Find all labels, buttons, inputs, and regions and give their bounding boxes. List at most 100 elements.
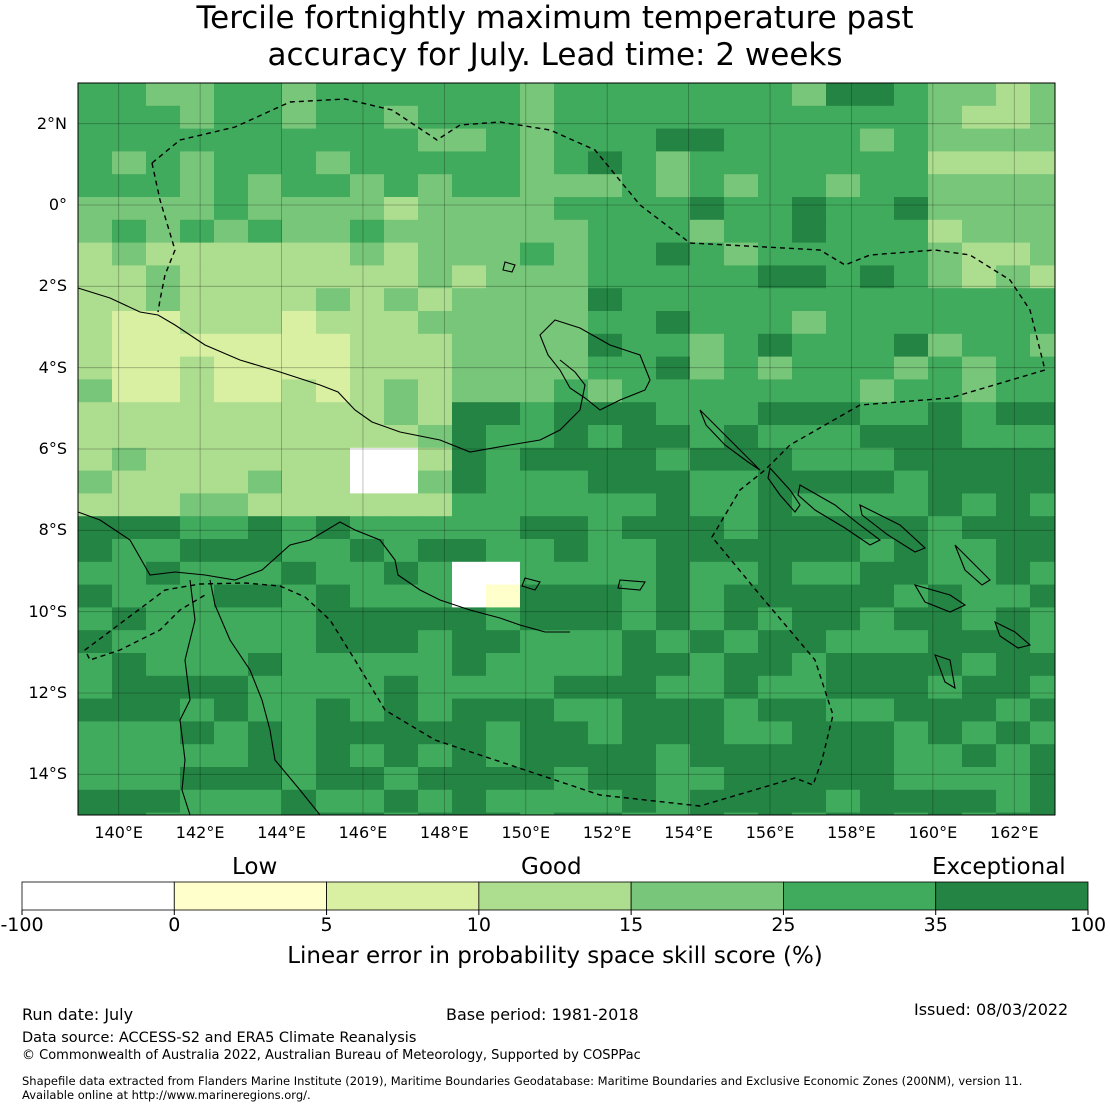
skill-cell xyxy=(112,128,147,152)
skill-cell xyxy=(962,630,997,654)
skill-cell xyxy=(214,83,249,107)
skill-cell xyxy=(316,265,351,289)
skill-cell xyxy=(554,789,589,814)
skill-cell xyxy=(112,516,147,540)
skill-cell xyxy=(690,744,725,768)
skill-cell xyxy=(520,288,555,312)
skill-cell xyxy=(996,219,1031,244)
skill-cell xyxy=(792,151,827,175)
skill-cell xyxy=(690,219,725,244)
skill-cell xyxy=(928,539,963,563)
skill-cell xyxy=(962,539,997,563)
skill-cell xyxy=(520,402,555,426)
skill-cell xyxy=(724,561,759,586)
skill-cell xyxy=(78,607,113,631)
map-frame xyxy=(77,82,1056,816)
skill-cell xyxy=(554,470,589,494)
skill-cell xyxy=(146,219,181,244)
skill-cell xyxy=(316,539,351,563)
skill-cell xyxy=(350,379,385,403)
skill-cell xyxy=(112,812,147,816)
skill-cell xyxy=(690,789,725,814)
skill-cell xyxy=(860,402,895,426)
skill-cell xyxy=(826,607,861,631)
skill-cell xyxy=(350,447,385,472)
skill-cell xyxy=(214,470,249,494)
skill-cell xyxy=(214,379,249,403)
skill-cell xyxy=(792,539,827,563)
skill-cell xyxy=(860,447,895,472)
skill-cell xyxy=(656,561,691,586)
skill-cell xyxy=(656,425,691,449)
skill-cell xyxy=(554,379,589,403)
skill-cell xyxy=(554,425,589,449)
skill-cell xyxy=(146,311,181,335)
skill-cell xyxy=(112,675,147,700)
skill-cell xyxy=(350,630,385,654)
skill-cell xyxy=(690,653,725,677)
skill-cell xyxy=(214,675,249,700)
skill-cell xyxy=(996,675,1031,700)
skill-cell xyxy=(758,288,793,312)
skill-cell xyxy=(452,288,487,312)
skill-cell xyxy=(554,767,589,791)
skill-cell xyxy=(792,379,827,403)
skill-cell xyxy=(962,356,997,380)
skill-cell xyxy=(554,128,589,152)
skill-cell xyxy=(452,219,487,244)
skill-cell xyxy=(928,333,963,358)
skill-cell xyxy=(316,516,351,540)
shapefile-credit-line-1: Shapefile data extracted from Flanders M… xyxy=(22,1074,1023,1088)
skill-cell xyxy=(520,197,555,221)
latitude-label: 14°S xyxy=(28,764,67,784)
skill-cell xyxy=(452,630,487,654)
skill-cell xyxy=(894,219,929,244)
skill-cell xyxy=(214,721,249,745)
skill-cell xyxy=(384,767,419,791)
skill-cell xyxy=(214,607,249,631)
base-period: Base period: 1981-2018 xyxy=(446,1005,639,1024)
skill-cell xyxy=(1030,561,1056,586)
skill-cell xyxy=(928,698,963,722)
skill-cell xyxy=(588,425,623,449)
skill-cell xyxy=(418,584,453,608)
skill-cell xyxy=(112,197,147,221)
skill-cell xyxy=(384,561,419,586)
skill-cell xyxy=(452,812,487,816)
skill-cell xyxy=(724,356,759,380)
skill-cell xyxy=(554,675,589,700)
skill-cell xyxy=(928,767,963,791)
skill-cell xyxy=(588,493,623,517)
skill-cell xyxy=(452,356,487,380)
colorbar-tick-label: 10 xyxy=(466,914,491,936)
skill-cell xyxy=(656,721,691,745)
skill-cell xyxy=(384,219,419,244)
skill-cell xyxy=(214,288,249,312)
colorbar-segment xyxy=(326,881,480,911)
skill-cell xyxy=(112,607,147,631)
skill-cell xyxy=(588,561,623,586)
skill-cell xyxy=(860,311,895,335)
skill-cell xyxy=(826,174,861,198)
skill-cell xyxy=(758,128,793,152)
skill-cell xyxy=(588,242,623,266)
skill-cell xyxy=(792,128,827,152)
skill-cell xyxy=(690,607,725,631)
skill-cell xyxy=(860,675,895,700)
skill-cell xyxy=(418,105,453,130)
skill-cell xyxy=(826,311,861,335)
skill-cell xyxy=(724,128,759,152)
skill-cell xyxy=(962,561,997,586)
skill-cell xyxy=(588,675,623,700)
skill-cell xyxy=(146,402,181,426)
skill-cell xyxy=(996,128,1031,152)
skill-cell xyxy=(452,767,487,791)
skill-cell xyxy=(690,174,725,198)
colorbar-segment xyxy=(173,881,327,911)
skill-cell xyxy=(520,516,555,540)
skill-cell xyxy=(894,379,929,403)
skill-cell xyxy=(520,767,555,791)
skill-cell xyxy=(894,425,929,449)
skill-cell xyxy=(180,197,215,221)
skill-cell xyxy=(656,698,691,722)
